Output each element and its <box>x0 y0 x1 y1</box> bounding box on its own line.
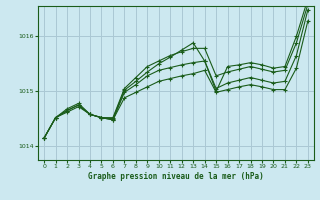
X-axis label: Graphe pression niveau de la mer (hPa): Graphe pression niveau de la mer (hPa) <box>88 172 264 181</box>
